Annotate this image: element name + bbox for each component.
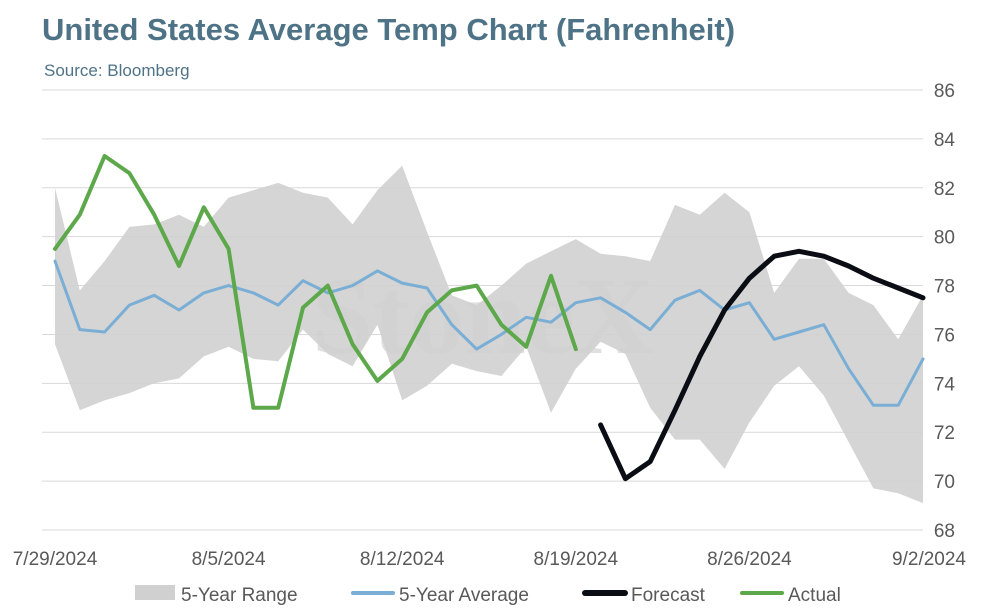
legend: 5-Year Range 5-Year Average Forecast Actual [135, 585, 841, 606]
series-lines-layer [53, 154, 926, 482]
y-tick-label-72: 72 [934, 423, 955, 444]
legend-swatch-5-year-range [135, 585, 175, 600]
series-5-year-range [55, 165, 923, 504]
x-tick-label-1: 8/5/2024 [192, 549, 266, 570]
legend-label-5-year-average: 5-Year Average [399, 585, 529, 606]
y-tick-label-86: 86 [934, 81, 955, 102]
x-tick-label-2: 8/12/2024 [360, 549, 445, 570]
y-tick-label-78: 78 [934, 277, 955, 298]
series-actual [53, 154, 578, 410]
y-tick-label-84: 84 [934, 130, 956, 151]
series-5-year-average [53, 259, 925, 407]
chart-title: United States Average Temp Chart (Fahren… [42, 12, 736, 47]
x-tick-label-0: 7/29/2024 [13, 549, 98, 570]
y-tick-label-70: 70 [934, 472, 955, 493]
range-band-layer [55, 165, 923, 504]
series-forecast [598, 248, 926, 482]
y-tick-label-82: 82 [934, 179, 955, 200]
x-axis-ticks: 7/29/2024 8/5/2024 8/12/2024 8/19/2024 8/26/… [13, 549, 967, 570]
x-tick-label-4: 8/26/2024 [707, 549, 792, 570]
chart-subtitle: Source: Bloomberg [44, 61, 190, 80]
y-tick-label-74: 74 [934, 374, 956, 395]
y-axis-ticks: 68 70 72 74 76 78 80 82 84 86 [934, 81, 956, 542]
legend-label-5-year-range: 5-Year Range [181, 585, 298, 606]
x-tick-label-3: 8/19/2024 [534, 549, 619, 570]
y-tick-label-76: 76 [934, 325, 955, 346]
x-tick-label-5: 9/2/2024 [892, 549, 966, 570]
legend-label-forecast: Forecast [631, 585, 706, 606]
legend-label-actual: Actual [788, 585, 841, 606]
y-tick-label-68: 68 [934, 521, 955, 542]
y-tick-label-80: 80 [934, 228, 955, 249]
